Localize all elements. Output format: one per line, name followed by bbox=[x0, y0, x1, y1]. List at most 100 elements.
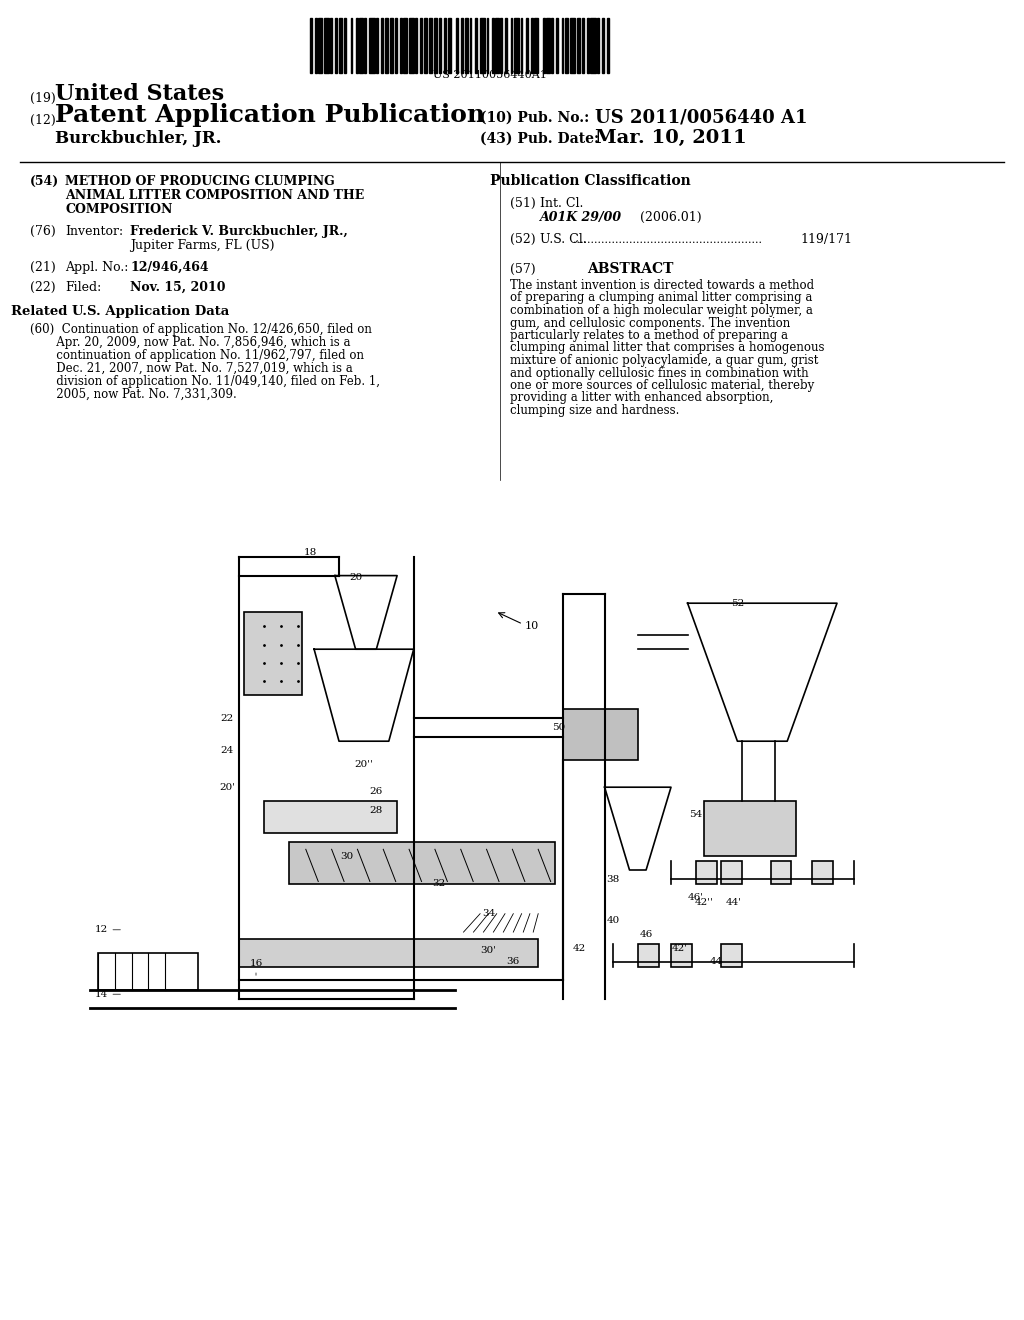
Text: (54): (54) bbox=[30, 176, 59, 187]
Bar bbox=[565, 18, 568, 73]
Bar bbox=[424, 18, 427, 73]
Bar bbox=[591, 18, 596, 73]
Bar bbox=[705, 801, 796, 857]
Bar bbox=[395, 18, 396, 73]
Bar bbox=[570, 18, 575, 73]
Text: Publication Classification: Publication Classification bbox=[489, 174, 690, 187]
Text: 12/946,464: 12/946,464 bbox=[130, 261, 209, 275]
Bar bbox=[492, 18, 494, 73]
Bar bbox=[403, 18, 407, 73]
Bar bbox=[535, 18, 538, 73]
Text: (51): (51) bbox=[510, 197, 536, 210]
Bar bbox=[521, 18, 522, 73]
Bar bbox=[385, 18, 388, 73]
Text: (43) Pub. Date:: (43) Pub. Date: bbox=[480, 132, 599, 147]
Bar bbox=[607, 18, 609, 73]
Text: Burckbuchler, JR.: Burckbuchler, JR. bbox=[55, 129, 221, 147]
Text: Jupiter Farms, FL (US): Jupiter Farms, FL (US) bbox=[130, 239, 274, 252]
Text: (12): (12) bbox=[30, 114, 55, 127]
Text: 2005, now Pat. No. 7,331,309.: 2005, now Pat. No. 7,331,309. bbox=[30, 388, 237, 401]
Text: 52: 52 bbox=[731, 599, 744, 607]
Text: Patent Application Publication: Patent Application Publication bbox=[55, 103, 485, 127]
Bar bbox=[324, 18, 329, 73]
Bar bbox=[351, 18, 352, 73]
Bar bbox=[511, 18, 512, 73]
Text: A01K 29/00: A01K 29/00 bbox=[540, 211, 623, 224]
Text: one or more sources of cellulosic material, thereby: one or more sources of cellulosic materi… bbox=[510, 379, 814, 392]
Bar bbox=[506, 18, 507, 73]
Bar bbox=[475, 18, 476, 73]
Text: (76): (76) bbox=[30, 224, 55, 238]
Text: (57): (57) bbox=[510, 263, 536, 276]
Text: 42'': 42'' bbox=[695, 898, 714, 907]
Text: (60)  Continuation of application No. 12/426,650, filed on: (60) Continuation of application No. 12/… bbox=[30, 323, 372, 337]
Bar bbox=[721, 861, 741, 884]
Bar bbox=[556, 18, 558, 73]
Text: 20'': 20'' bbox=[354, 760, 374, 768]
Text: 40: 40 bbox=[606, 916, 620, 925]
Text: 54: 54 bbox=[689, 810, 702, 820]
Text: 32: 32 bbox=[432, 879, 445, 888]
Bar bbox=[359, 18, 362, 73]
Text: (10) Pub. No.:: (10) Pub. No.: bbox=[480, 111, 589, 125]
Text: Filed:: Filed: bbox=[65, 281, 101, 294]
Text: 20: 20 bbox=[349, 573, 362, 582]
Bar bbox=[486, 18, 488, 73]
Bar bbox=[444, 18, 446, 73]
Bar bbox=[344, 18, 346, 73]
Bar bbox=[771, 861, 792, 884]
Text: Inventor:: Inventor: bbox=[65, 224, 123, 238]
Text: 50: 50 bbox=[552, 723, 565, 731]
Text: (22): (22) bbox=[30, 281, 55, 294]
Text: 30: 30 bbox=[341, 851, 354, 861]
Bar bbox=[551, 18, 553, 73]
Bar bbox=[336, 18, 337, 73]
Bar bbox=[244, 612, 302, 696]
Text: U.S. Cl.: U.S. Cl. bbox=[540, 234, 587, 246]
Text: clumping size and hardness.: clumping size and hardness. bbox=[510, 404, 679, 417]
Text: 44': 44' bbox=[725, 898, 741, 907]
Text: Mar. 10, 2011: Mar. 10, 2011 bbox=[595, 129, 746, 147]
Bar bbox=[339, 18, 342, 73]
Text: 46: 46 bbox=[639, 929, 652, 939]
Text: 44: 44 bbox=[710, 957, 723, 966]
Bar bbox=[812, 861, 833, 884]
Bar bbox=[602, 18, 604, 73]
Text: Dec. 21, 2007, now Pat. No. 7,527,019, which is a: Dec. 21, 2007, now Pat. No. 7,527,019, w… bbox=[30, 362, 352, 375]
Text: (52): (52) bbox=[510, 234, 536, 246]
Bar bbox=[501, 18, 502, 73]
Text: (19): (19) bbox=[30, 92, 55, 106]
Bar bbox=[671, 944, 692, 966]
Text: 119/171: 119/171 bbox=[800, 234, 852, 246]
Bar bbox=[597, 18, 599, 73]
Text: 38: 38 bbox=[606, 875, 620, 883]
Bar bbox=[461, 18, 463, 73]
Text: providing a litter with enhanced absorption,: providing a litter with enhanced absorpt… bbox=[510, 392, 773, 404]
Bar bbox=[240, 939, 539, 966]
Bar bbox=[315, 18, 316, 73]
Text: continuation of application No. 11/962,797, filed on: continuation of application No. 11/962,7… bbox=[30, 348, 364, 362]
Bar bbox=[264, 801, 397, 833]
Bar bbox=[531, 18, 532, 73]
Text: (2006.01): (2006.01) bbox=[640, 211, 701, 224]
Bar bbox=[416, 18, 417, 73]
Text: US 2011/0056440 A1: US 2011/0056440 A1 bbox=[595, 108, 808, 125]
Bar bbox=[331, 18, 332, 73]
Text: ABSTRACT: ABSTRACT bbox=[587, 261, 673, 276]
Text: 18: 18 bbox=[303, 548, 316, 557]
Text: Nov. 15, 2010: Nov. 15, 2010 bbox=[130, 281, 225, 294]
Text: ANIMAL LITTER COMPOSITION AND THE: ANIMAL LITTER COMPOSITION AND THE bbox=[65, 189, 365, 202]
Text: mixture of anionic polyacylamide, a guar gum, grist: mixture of anionic polyacylamide, a guar… bbox=[510, 354, 818, 367]
Bar bbox=[356, 18, 357, 73]
Text: clumping animal litter that comprises a homogenous: clumping animal litter that comprises a … bbox=[510, 342, 824, 355]
Text: The instant invention is directed towards a method: The instant invention is directed toward… bbox=[510, 279, 814, 292]
Text: 46': 46' bbox=[688, 894, 703, 902]
Text: ......................................................: ........................................… bbox=[573, 235, 762, 246]
Text: division of application No. 11/049,140, filed on Feb. 1,: division of application No. 11/049,140, … bbox=[30, 375, 380, 388]
Text: 36: 36 bbox=[507, 957, 520, 966]
Bar bbox=[465, 18, 468, 73]
Text: particularly relates to a method of preparing a: particularly relates to a method of prep… bbox=[510, 329, 788, 342]
Bar bbox=[434, 18, 437, 73]
Bar bbox=[310, 18, 311, 73]
Bar bbox=[318, 18, 322, 73]
